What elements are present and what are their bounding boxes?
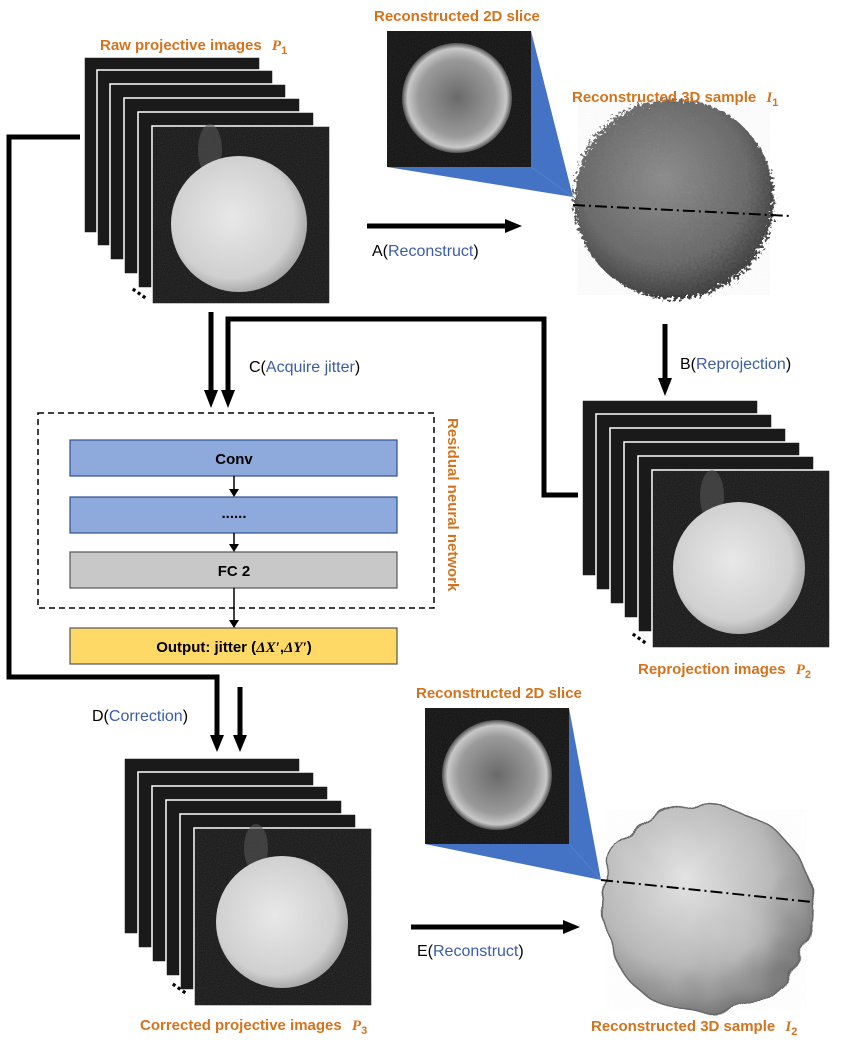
label-network-title: Residual neural network (444, 418, 461, 592)
output-box (69, 627, 398, 665)
slice-bottom (425, 708, 569, 844)
output-label: Output: jitter (ΔX′,ΔY′) (156, 639, 312, 656)
step-a: A(Reconstruct) (372, 243, 479, 260)
sample-3d-bottom (601, 804, 813, 1016)
layer-conv (69, 439, 398, 477)
slice-wedge-bottom (569, 708, 601, 880)
sample-3d-top (574, 99, 774, 299)
label-slice-top: Reconstructed 2D slice (374, 8, 540, 25)
connector-lines (6, 134, 578, 735)
label-reproj: Reprojection images P2 (638, 661, 811, 681)
slice-wedge-top-lower (387, 167, 573, 197)
label-sample-top: Reconstructed 3D sample I1 (572, 89, 778, 109)
label-raw: Raw projective images P1 (100, 37, 287, 57)
layer-hidden-label: ...... (221, 505, 246, 522)
label-sample-bottom: Reconstructed 3D sample I2 (591, 1018, 797, 1038)
slice-top (387, 31, 531, 167)
slice-plane-top (572, 204, 791, 217)
slice-wedge-top (531, 31, 573, 197)
layer-fc2-label: FC 2 (218, 563, 251, 580)
step-b: B(Reprojection) (680, 356, 791, 373)
step-e: E(Reconstruct) (417, 943, 524, 960)
corrected-image-stack (123, 757, 373, 1007)
label-corrected: Corrected projective images P3 (140, 1017, 367, 1037)
network-box (37, 412, 435, 609)
raw-image-stack (83, 56, 331, 305)
step-d: D(Correction) (92, 708, 188, 725)
slice-wedge-bottom-lower (425, 844, 601, 880)
slice-plane-bottom (600, 879, 813, 903)
layer-hidden (69, 496, 398, 534)
reprojection-image-stack (581, 399, 831, 649)
layer-fc2 (69, 551, 398, 589)
label-slice-bottom: Reconstructed 2D slice (416, 685, 582, 702)
step-c: C(Acquire jitter) (249, 359, 360, 376)
layer-conv-label: Conv (215, 451, 253, 468)
